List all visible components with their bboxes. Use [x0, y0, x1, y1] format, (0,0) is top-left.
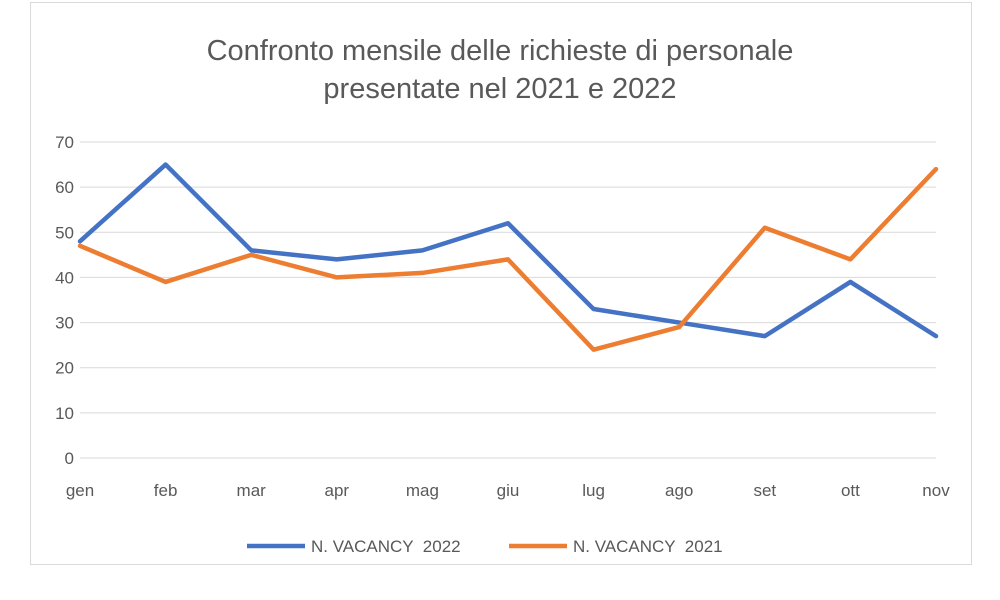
- x-tick-label: mag: [406, 481, 439, 500]
- x-tick-label: nov: [922, 481, 950, 500]
- series-line-0: [77, 162, 939, 339]
- legend-label: N. VACANCY 2021: [573, 537, 723, 556]
- x-tick-label: giu: [497, 481, 520, 500]
- legend-label: N. VACANCY 2022: [311, 537, 461, 556]
- y-tick-label: 70: [55, 133, 74, 152]
- x-tick-label: apr: [325, 481, 350, 500]
- chart-title-line-2: presentate nel 2021 e 2022: [323, 73, 676, 105]
- x-tick-label: lug: [582, 481, 605, 500]
- y-tick-label: 0: [65, 449, 74, 468]
- chart-title-line-1: Confronto mensile delle richieste di per…: [207, 35, 794, 67]
- legend-item-0: N. VACANCY 2022: [247, 537, 461, 556]
- x-tick-label: ott: [841, 481, 860, 500]
- legend-item-1: N. VACANCY 2021: [509, 537, 723, 556]
- y-tick-label: 10: [55, 404, 74, 423]
- y-tick-label: 20: [55, 359, 74, 378]
- y-tick-label: 60: [55, 178, 74, 197]
- y-tick-label: 40: [55, 268, 74, 287]
- y-tick-label: 30: [55, 314, 74, 333]
- x-tick-label: feb: [154, 481, 178, 500]
- x-tick-label: ago: [665, 481, 693, 500]
- chart-frame: [30, 2, 972, 565]
- x-tick-label: set: [753, 481, 776, 500]
- y-tick-label: 50: [55, 223, 74, 242]
- x-tick-label: gen: [66, 481, 94, 500]
- x-tick-label: mar: [237, 481, 267, 500]
